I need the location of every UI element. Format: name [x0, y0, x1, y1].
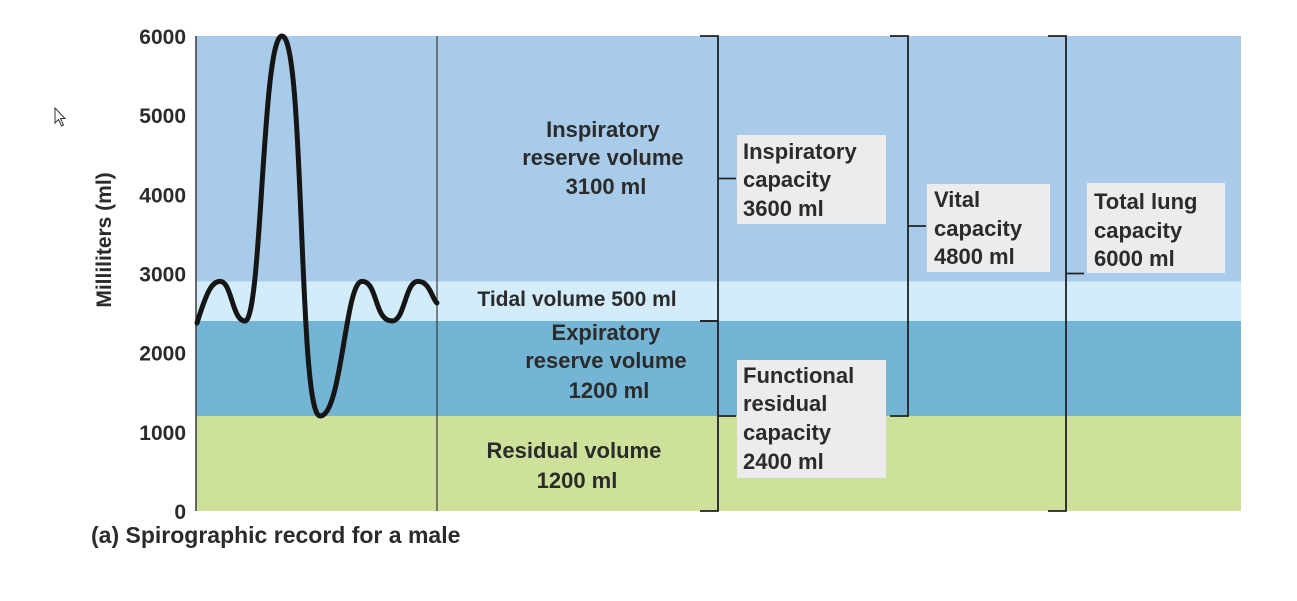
svg-text:Functional residual: Functional residual capacity 2400 ml	[743, 363, 860, 474]
frc-line-3: capacity	[743, 420, 832, 445]
vital-capacity-box: Vital capacity 4800 ml	[927, 184, 1050, 272]
rv-line-2: 1200 ml	[537, 468, 618, 493]
y-tick-label: 2000	[139, 343, 186, 366]
y-tick-label: 5000	[139, 105, 186, 128]
mouse-pointer-icon	[54, 106, 67, 127]
irv-line-1: Inspiratory	[546, 117, 660, 142]
erv-label: Expiratory reserve volume 1200 ml	[525, 320, 693, 403]
rv-line-1: Residual volume	[487, 438, 662, 463]
erv-line-2: reserve volume	[525, 348, 686, 373]
irv-line-3: 3100 ml	[566, 174, 647, 199]
tidal-line-1: Tidal volume 500 ml	[477, 288, 676, 311]
frc-box: Functional residual capacity 2400 ml	[737, 360, 886, 478]
ic-line-2: capacity	[743, 167, 832, 192]
tidal-volume-label: Tidal volume 500 ml	[477, 288, 676, 311]
volume-labels: Inspiratory reserve volume 3100 ml Tidal…	[477, 117, 693, 493]
total-lung-capacity-box: Total lung capacity 6000 ml	[1087, 183, 1225, 273]
tlc-line-3: 6000 ml	[1094, 246, 1175, 271]
erv-line-1: Expiratory	[552, 320, 662, 345]
ic-line-1: Inspiratory	[743, 139, 857, 164]
y-tick-label: 1000	[139, 422, 186, 445]
frc-line-1: Functional	[743, 363, 854, 388]
irv-label: Inspiratory reserve volume 3100 ml	[522, 117, 690, 199]
svg-text:Total lung capacity: Total lung capacity 6000 ml	[1094, 189, 1204, 271]
y-tick-label: 6000	[139, 26, 186, 49]
y-tick-label: 0	[174, 501, 186, 524]
frc-line-4: 2400 ml	[743, 449, 824, 474]
tlc-line-1: Total lung	[1094, 189, 1197, 214]
tlc-line-2: capacity	[1094, 218, 1183, 243]
y-tick-label: 3000	[139, 264, 186, 287]
svg-text:Inspiratory capacity: Inspiratory capacity 3600 ml	[743, 139, 863, 221]
y-tick-labels: 0 1000 2000 3000 4000 5000 6000	[139, 26, 186, 524]
irv-line-2: reserve volume	[522, 145, 683, 170]
residual-volume-label: Residual volume 1200 ml	[487, 438, 668, 493]
spirogram-trace	[194, 33, 440, 419]
inspiratory-capacity-box: Inspiratory capacity 3600 ml	[737, 135, 886, 224]
vc-line-1: Vital	[934, 187, 980, 212]
vc-line-2: capacity	[934, 216, 1023, 241]
erv-line-3: 1200 ml	[569, 378, 650, 403]
capacity-brackets	[700, 35, 1084, 512]
ic-line-3: 3600 ml	[743, 196, 824, 221]
vc-line-3: 4800 ml	[934, 244, 1015, 269]
y-tick-label: 4000	[139, 184, 186, 207]
svg-text:Vital capacity: Vital capacity 4800 ml	[934, 187, 1028, 269]
figure-caption: (a) Spirographic record for a male	[91, 522, 460, 548]
capacity-labels: Inspiratory capacity 3600 ml Functional …	[737, 135, 1225, 478]
frc-line-2: residual	[743, 391, 827, 416]
y-axis-label: Milliliters (ml)	[93, 172, 116, 307]
